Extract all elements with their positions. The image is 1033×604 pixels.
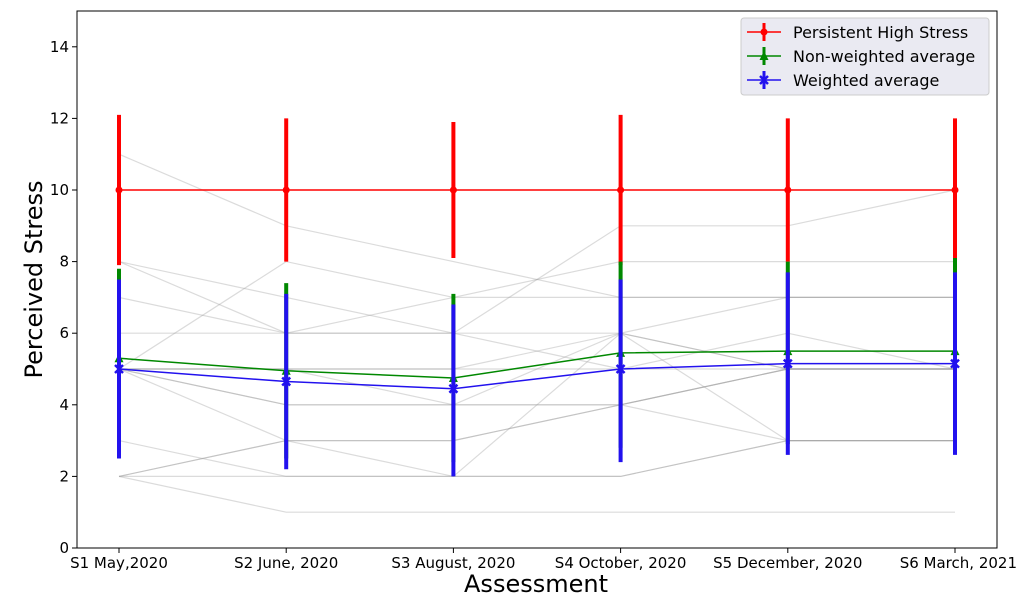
trajectory-line xyxy=(118,260,955,370)
data-point xyxy=(115,186,123,194)
legend-item: Non-weighted average xyxy=(747,47,975,66)
data-point xyxy=(282,186,290,194)
x-tick-label: S1 May,2020 xyxy=(70,554,168,572)
x-axis-title: Assessment xyxy=(464,570,608,598)
y-tick-label: 4 xyxy=(59,396,69,414)
series-line xyxy=(118,362,955,390)
series-0 xyxy=(115,114,959,266)
legend: Persistent High Stress Non-weighted avera… xyxy=(740,17,990,96)
trajectory-line xyxy=(118,332,955,406)
y-tick-label: 10 xyxy=(50,181,69,199)
series-line xyxy=(118,350,955,379)
x-tick-label: S5 December, 2020 xyxy=(713,554,862,572)
trajectory-line xyxy=(118,261,955,370)
x-tick-label: S4 October, 2020 xyxy=(555,554,687,572)
trajectory-line xyxy=(118,261,955,334)
y-axis: 0 2 4 6 8 10 12 14 xyxy=(50,38,77,557)
data-point xyxy=(950,358,960,369)
trajectory-line xyxy=(118,296,955,334)
individual-trajectories xyxy=(118,153,956,513)
trajectory-line xyxy=(118,368,955,477)
legend-label: Weighted average xyxy=(793,71,939,90)
y-tick-label: 8 xyxy=(59,253,69,271)
series-layer xyxy=(114,114,960,477)
data-point xyxy=(114,364,124,374)
data-point xyxy=(448,383,459,394)
x-tick-label: S3 August, 2020 xyxy=(391,554,515,572)
plot-frame xyxy=(76,10,998,549)
data-point xyxy=(449,186,457,194)
data-point xyxy=(617,186,625,194)
legend-box xyxy=(740,17,990,96)
y-tick-label: 0 xyxy=(59,539,69,557)
x-tick-label: S2 June, 2020 xyxy=(234,554,338,572)
series-2 xyxy=(114,272,960,477)
y-tick-label: 6 xyxy=(59,324,69,342)
legend-label: Non-weighted average xyxy=(793,47,975,66)
legend-item: Weighted average xyxy=(747,71,939,90)
y-axis-title: Perceived Stress xyxy=(20,181,48,379)
trajectory-line xyxy=(119,440,955,477)
trajectory-line xyxy=(119,189,956,334)
data-point xyxy=(281,376,292,387)
data-point xyxy=(784,186,792,194)
data-point xyxy=(951,186,959,194)
legend-label: Persistent High Stress xyxy=(793,23,968,42)
trajectory-line xyxy=(119,368,955,406)
trajectory-line xyxy=(118,475,955,513)
trajectory-line xyxy=(118,153,955,298)
series-1 xyxy=(114,258,960,463)
legend-item: Persistent High Stress xyxy=(747,23,968,42)
trajectory-line xyxy=(118,368,955,442)
x-axis: S1 May,2020 S2 June, 2020 S3 August, 2020 S… xyxy=(70,548,1017,572)
trajectory-line xyxy=(118,332,955,478)
y-tick-label: 12 xyxy=(50,109,69,127)
trajectory-line xyxy=(118,368,955,477)
data-point xyxy=(782,358,793,369)
trajectory-line xyxy=(118,440,955,477)
data-point xyxy=(615,364,626,374)
y-tick-label: 14 xyxy=(50,38,69,56)
y-tick-label: 2 xyxy=(59,467,69,485)
x-tick-label: S6 March, 2021 xyxy=(900,554,1017,572)
